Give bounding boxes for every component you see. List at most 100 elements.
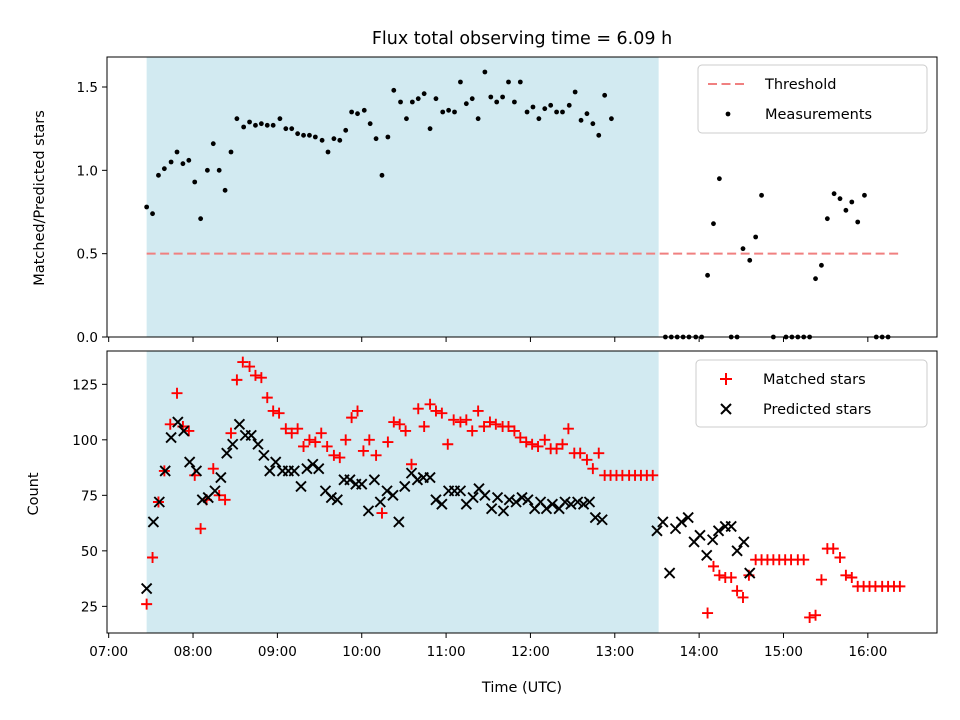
- measurement-point: [819, 262, 824, 268]
- bottom-plot-frame: [106, 350, 938, 634]
- top-y-tick-label: 1.5: [77, 80, 98, 96]
- x-tick-label: 07:00: [89, 644, 128, 660]
- matched-star-marker: [237, 356, 249, 368]
- bottom-y-ticks: 25 50 75 100 125: [72, 377, 107, 615]
- measurement-point: [391, 87, 397, 93]
- measurement-point: [210, 141, 216, 147]
- predicted-star-marker: [301, 463, 313, 475]
- bottom-legend: Matched stars Predicted stars: [695, 359, 928, 428]
- matched-star-marker: [737, 591, 749, 603]
- measurement-point: [536, 116, 542, 122]
- matched-star-marker: [490, 418, 502, 430]
- measurement-point: [385, 134, 391, 140]
- predicted-star-marker: [374, 496, 386, 508]
- measurement-point: [373, 136, 379, 142]
- matched-star-marker: [551, 443, 563, 455]
- predicted-star-marker: [436, 498, 448, 510]
- top-y-ticks: 0.0 0.5 1.0 1.5: [77, 80, 107, 346]
- matched-star-marker: [147, 552, 159, 564]
- predicted-star-marker: [424, 471, 436, 484]
- measurement-point: [325, 149, 331, 155]
- bottom-x-ticks: 07:00 08:00 09:00 10:00 11:00 12:00 13:00 14:00…: [89, 633, 887, 660]
- measurement-point: [530, 104, 536, 110]
- measurement-point: [283, 126, 289, 132]
- matched-star-marker: [171, 387, 183, 399]
- measurement-point: [813, 276, 818, 282]
- measurement-point: [572, 89, 578, 95]
- predicted-star-marker: [258, 449, 270, 462]
- x-tick-label: 10:00: [342, 644, 381, 660]
- predicted-star-marker: [497, 505, 510, 517]
- measurement-point: [602, 92, 608, 98]
- predicted-star-marker: [467, 491, 479, 504]
- predicted-star-marker: [165, 431, 177, 444]
- matched-star-marker: [195, 523, 207, 535]
- matched-star-marker: [376, 507, 388, 519]
- matched-star-marker: [827, 543, 839, 555]
- measurement-point: [198, 216, 204, 222]
- predicted-star-marker: [651, 525, 663, 537]
- measurement-point: [475, 116, 481, 122]
- x-tick-label: 16:00: [848, 644, 887, 660]
- matched-star-marker: [532, 440, 544, 452]
- top-panel: 0.0 0.5 1.0 1.5 Matched/Predicted stars Thr…: [32, 56, 938, 346]
- predicted-star-marker: [596, 514, 608, 526]
- matched-star-marker: [713, 569, 725, 581]
- measurement-point: [264, 122, 270, 128]
- predicted-star-marker: [153, 496, 165, 508]
- measurement-point: [524, 109, 530, 115]
- matched-star-marker: [309, 436, 321, 448]
- matched-star-marker: [442, 438, 454, 450]
- measurement-point: [156, 172, 161, 178]
- matched-star-marker: [804, 611, 816, 623]
- measurement-point: [542, 106, 548, 112]
- matched-star-marker: [466, 425, 478, 437]
- measurement-point: [427, 126, 433, 132]
- matched-star-marker: [514, 432, 526, 444]
- measurement-point: [584, 111, 590, 117]
- measurement-point: [862, 192, 867, 198]
- measurement-point: [343, 127, 349, 133]
- measurement-point: [590, 121, 596, 127]
- matched-star-marker: [508, 425, 520, 437]
- measurement-point: [355, 111, 360, 117]
- matched-star-marker: [340, 434, 352, 446]
- measurement-point: [289, 126, 295, 132]
- matched-star-marker: [183, 425, 195, 437]
- measurement-point: [837, 196, 843, 202]
- top-legend-box: [697, 64, 928, 134]
- matched-star-marker: [798, 554, 810, 566]
- measurement-point: [404, 116, 409, 122]
- measurement-point: [458, 79, 463, 85]
- predicted-star-marker: [190, 465, 203, 477]
- predicted-star-marker: [356, 478, 368, 490]
- matched-star-marker: [526, 438, 538, 450]
- matched-star-marker: [225, 427, 237, 439]
- predicted-star-marker: [565, 498, 577, 510]
- x-tick-label: 11:00: [427, 644, 466, 660]
- matched-star-marker: [382, 436, 394, 448]
- measurement-point: [554, 109, 559, 115]
- measurement-point: [512, 99, 517, 105]
- measurement-point: [560, 109, 565, 115]
- measurement-point: [596, 132, 602, 138]
- measurement-point: [228, 149, 234, 155]
- measurement-point: [469, 96, 475, 102]
- matched-star-marker: [707, 560, 719, 572]
- top-y-tick-label: 0.5: [77, 247, 98, 263]
- measurement-point: [855, 219, 861, 225]
- predicted-star-marker: [559, 496, 571, 508]
- measurement-point: [446, 107, 452, 113]
- predicted-star-marker: [368, 474, 381, 486]
- predicted-star-marker: [295, 480, 307, 493]
- predicted-star-marker: [682, 511, 694, 524]
- predicted-star-marker: [325, 491, 338, 504]
- matched-star-marker: [394, 418, 406, 430]
- matched-star-marker: [725, 571, 737, 583]
- chart-title: Flux total observing time = 6.09 h: [372, 29, 672, 49]
- measurement-point: [421, 91, 427, 97]
- measurement-point: [361, 107, 367, 113]
- matched-star-marker: [539, 434, 551, 446]
- measurement-point: [711, 221, 716, 227]
